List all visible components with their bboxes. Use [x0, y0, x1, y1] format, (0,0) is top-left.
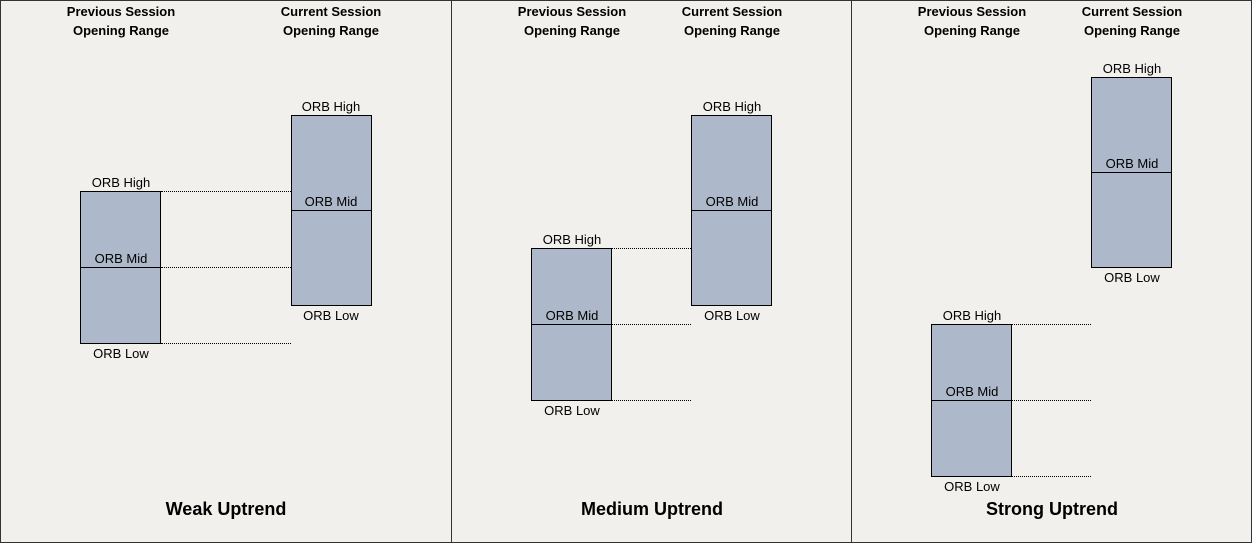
panel-divider	[451, 0, 452, 543]
current-range-box	[691, 115, 772, 306]
dotted-guide-mid	[1012, 400, 1091, 401]
previous-range-box	[931, 324, 1012, 477]
dotted-guide-high	[161, 191, 291, 192]
curr-orb-low-label: ORB Low	[704, 308, 760, 323]
curr-orb-mid-label: ORB Mid	[705, 194, 759, 209]
curr-orb-high-label: ORB High	[702, 99, 762, 114]
orb-mid-line	[932, 400, 1011, 401]
orb-mid-line	[532, 324, 611, 325]
curr-orb-high-label: ORB High	[1102, 61, 1162, 76]
prev-orb-low-label: ORB Low	[93, 346, 149, 361]
panel-medium-uptrend: Previous Session Opening Range Current S…	[452, 0, 851, 543]
panel-divider	[851, 0, 852, 543]
dotted-guide-low	[1012, 476, 1091, 477]
orb-mid-line	[292, 210, 371, 211]
panel-title: Strong Uptrend	[986, 499, 1118, 519]
orb-mid-line	[81, 267, 160, 268]
prev-orb-high-label: ORB High	[91, 175, 151, 190]
orb-mid-line	[1092, 172, 1171, 173]
header-current-session: Current Session Opening Range	[280, 4, 382, 38]
prev-orb-low-label: ORB Low	[544, 403, 600, 418]
header-current-session: Current Session Opening Range	[681, 4, 783, 38]
dotted-guide-low	[161, 343, 291, 344]
prev-orb-high-label: ORB High	[942, 308, 1002, 323]
curr-orb-mid-label: ORB Mid	[304, 194, 358, 209]
curr-orb-mid-label: ORB Mid	[1105, 156, 1159, 171]
panel-strong-uptrend: Previous Session Opening Range Current S…	[852, 0, 1250, 543]
header-current-session: Current Session Opening Range	[1081, 4, 1183, 38]
curr-orb-high-label: ORB High	[301, 99, 361, 114]
dotted-guide-mid	[612, 324, 691, 325]
dotted-guide-high	[1012, 324, 1091, 325]
dotted-guide-mid	[161, 267, 291, 268]
previous-range-box	[80, 191, 161, 344]
curr-orb-low-label: ORB Low	[1104, 270, 1160, 285]
header-previous-session: Previous Session Opening Range	[517, 4, 627, 38]
prev-orb-high-label: ORB High	[542, 232, 602, 247]
prev-orb-mid-label: ORB Mid	[94, 251, 148, 266]
current-range-box	[291, 115, 372, 306]
panel-weak-uptrend: Previous Session Opening Range Current S…	[0, 0, 451, 543]
curr-orb-low-label: ORB Low	[303, 308, 359, 323]
prev-orb-mid-label: ORB Mid	[945, 384, 999, 399]
prev-orb-low-label: ORB Low	[944, 479, 1000, 494]
panel-title: Medium Uptrend	[581, 499, 723, 519]
orb-mid-line	[692, 210, 771, 211]
panel-title: Weak Uptrend	[165, 499, 287, 519]
header-previous-session: Previous Session Opening Range	[917, 4, 1027, 38]
header-previous-session: Previous Session Opening Range	[66, 4, 176, 38]
prev-orb-mid-label: ORB Mid	[545, 308, 599, 323]
current-range-box	[1091, 77, 1172, 268]
previous-range-box	[531, 248, 612, 401]
dotted-guide-high	[612, 248, 691, 249]
dotted-guide-low	[612, 400, 691, 401]
